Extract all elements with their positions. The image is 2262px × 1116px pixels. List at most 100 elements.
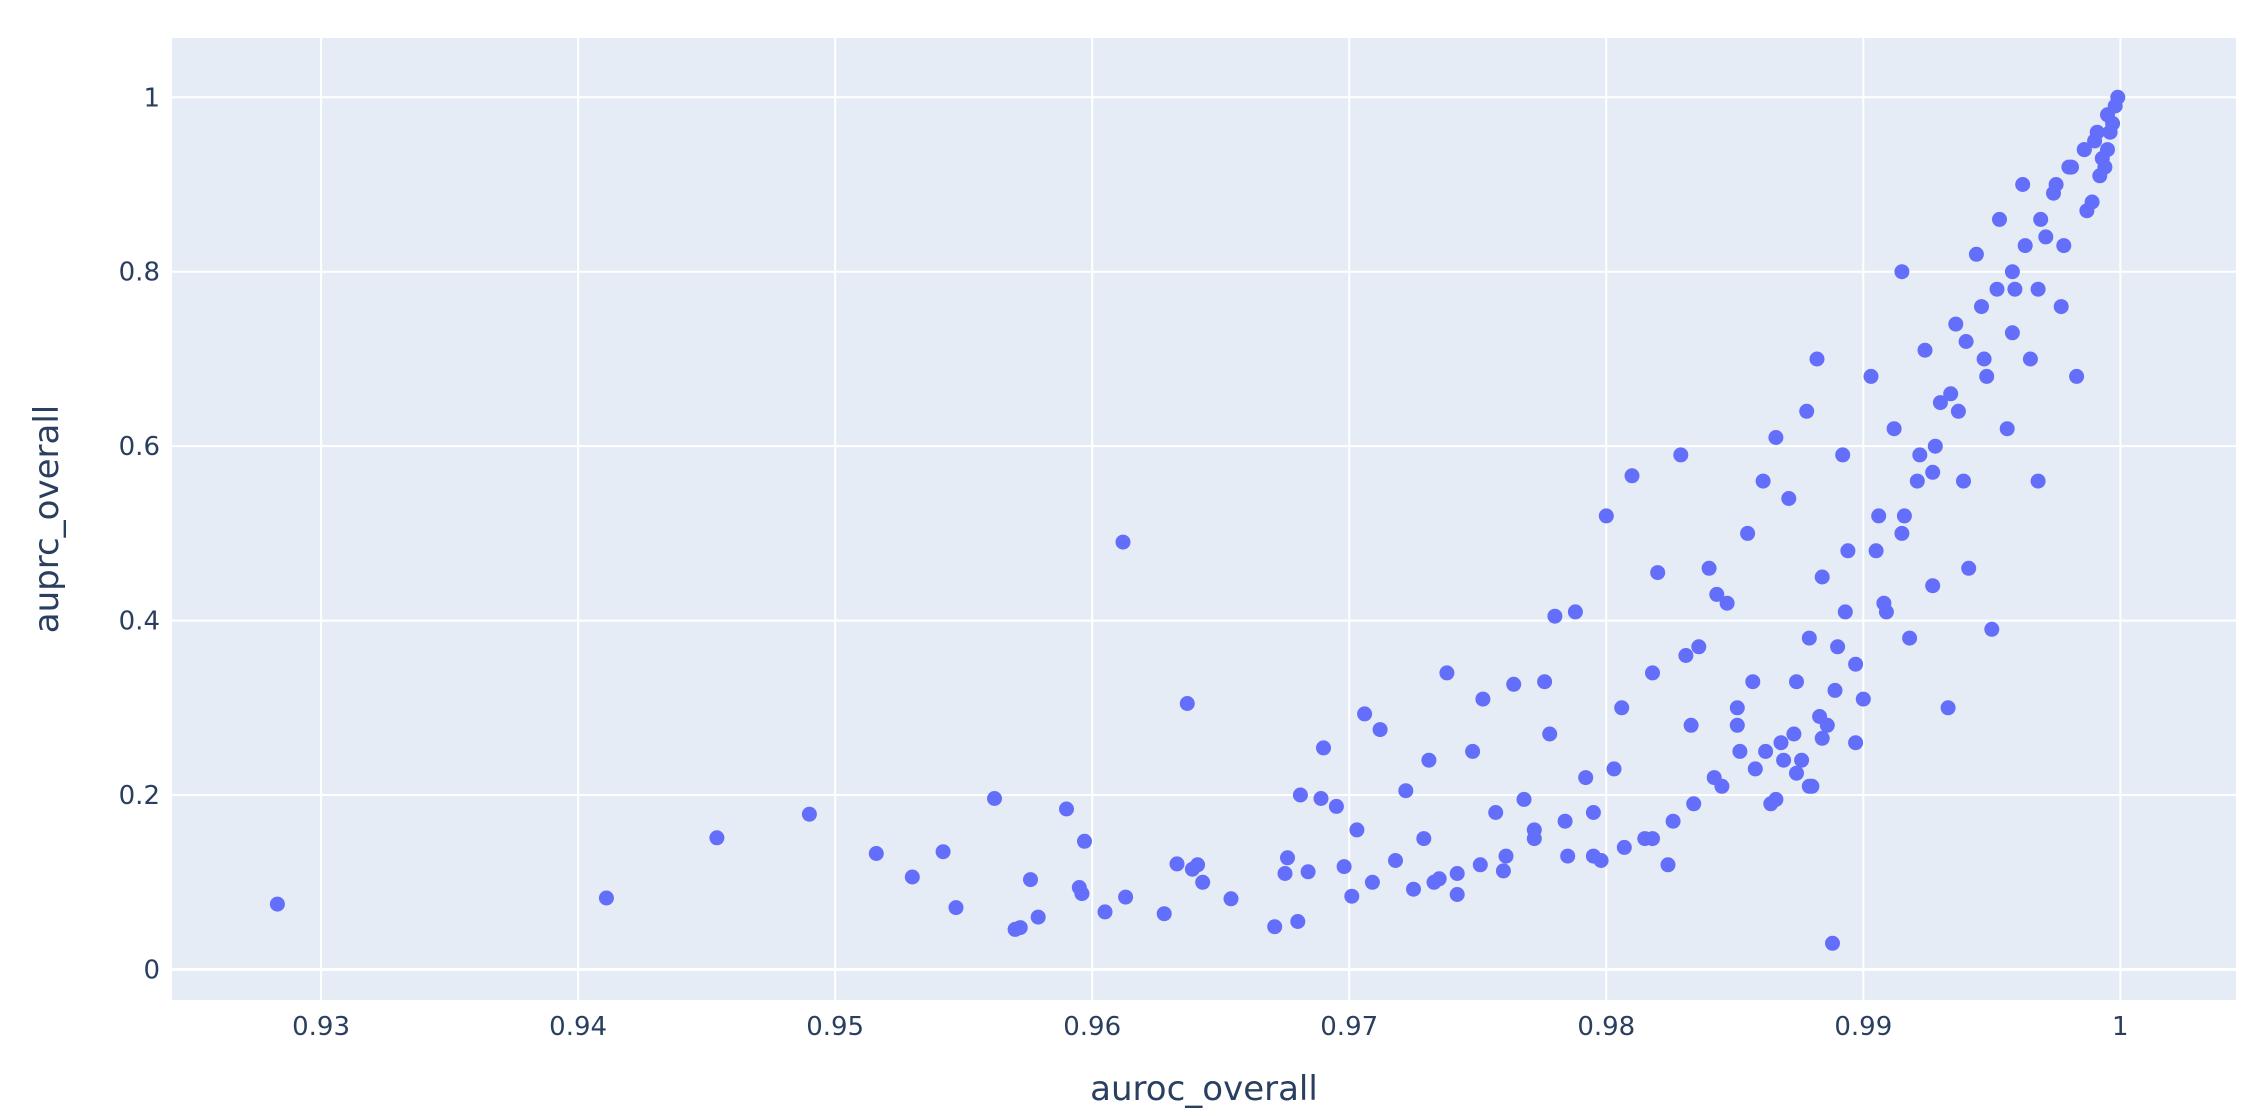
- scatter-point: [948, 900, 964, 916]
- scatter-point: [1616, 839, 1632, 855]
- scatter-point: [1156, 906, 1172, 922]
- x-tick-label: 0.95: [806, 1012, 864, 1042]
- scatter-point: [1645, 665, 1660, 681]
- scatter-point: [2017, 238, 2033, 254]
- scatter-point: [904, 869, 920, 885]
- scatter-point: [1097, 904, 1113, 920]
- scatter-point: [1526, 831, 1542, 847]
- scatter-point: [1372, 722, 1388, 738]
- scatter-point: [1421, 752, 1437, 768]
- scatter-point: [1830, 639, 1846, 655]
- scatter-point: [2048, 177, 2064, 192]
- scatter-point: [1439, 665, 1455, 681]
- scatter-point: [1012, 920, 1028, 936]
- scatter-point: [1825, 935, 1840, 951]
- y-axis-ticks: 0 0.2 0.4 0.6 0.8 1: [119, 83, 160, 985]
- scatter-point: [1768, 430, 1784, 445]
- scatter-point: [1979, 368, 1995, 384]
- scatter-point: [1912, 447, 1928, 463]
- plot-background: [172, 38, 2236, 1000]
- y-tick-label: 0: [143, 955, 160, 985]
- scatter-point: [1902, 630, 1918, 646]
- scatter-point: [1516, 791, 1532, 807]
- scatter-point: [1948, 316, 1964, 332]
- scatter-point: [269, 896, 285, 912]
- scatter-point: [1958, 334, 1974, 349]
- scatter-point: [1827, 682, 1843, 698]
- scatter-point: [1848, 656, 1864, 672]
- scatter-point: [1475, 691, 1491, 707]
- scatter-point: [1472, 857, 1488, 873]
- scatter-point: [1814, 569, 1830, 585]
- scatter-point: [1917, 342, 1933, 358]
- x-axis-ticks: 0.93 0.94 0.95 0.96 0.97 0.98 0.99 1: [292, 1012, 2128, 1042]
- scatter-point: [1848, 735, 1864, 751]
- scatter-point: [1223, 891, 1239, 907]
- scatter-point: [1059, 801, 1074, 817]
- x-tick-label: 0.96: [1063, 1012, 1121, 1042]
- scatter-point: [1950, 403, 1966, 419]
- scatter-point: [1758, 743, 1774, 759]
- scatter-point: [1506, 676, 1522, 692]
- scatter-point: [2030, 473, 2046, 489]
- scatter-point: [2064, 159, 2079, 175]
- scatter-point: [987, 791, 1002, 806]
- scatter-point: [1547, 608, 1563, 624]
- scatter-point: [1999, 421, 2015, 437]
- scatter-point: [1077, 833, 1092, 849]
- scatter-point: [1406, 881, 1421, 897]
- scatter-point: [1956, 473, 1971, 489]
- y-tick-label: 1: [143, 83, 160, 113]
- scatter-point: [1195, 874, 1211, 890]
- scatter-point: [1292, 787, 1308, 803]
- data-points: [269, 89, 2126, 951]
- scatter-point: [1719, 595, 1735, 611]
- scatter-point: [1585, 848, 1601, 864]
- scatter-point: [1118, 889, 1134, 905]
- scatter-point: [1801, 778, 1817, 794]
- scatter-point: [1277, 866, 1293, 881]
- scatter-point: [2100, 142, 2115, 158]
- scatter-point: [1794, 752, 1810, 768]
- scatter-point: [1789, 674, 1804, 690]
- scatter-point: [1686, 796, 1702, 812]
- scatter-point: [1179, 696, 1195, 711]
- scatter-point: [2030, 281, 2046, 297]
- x-tick-label: 0.99: [1834, 1012, 1892, 1042]
- scatter-point: [1115, 534, 1131, 550]
- scatter-point: [1336, 859, 1352, 875]
- scatter-point: [1416, 831, 1432, 847]
- scatter-point: [1786, 726, 1802, 742]
- scatter-point: [2053, 299, 2069, 315]
- scatter-point: [1578, 770, 1594, 786]
- scatter-point: [1364, 874, 1380, 890]
- grid-lines: [172, 38, 2236, 1000]
- scatter-point: [1909, 473, 1925, 489]
- scatter-point: [1709, 586, 1725, 602]
- scatter-point: [1943, 386, 1959, 402]
- scatter-point: [1781, 491, 1797, 506]
- scatter-point: [1316, 740, 1331, 756]
- x-tick-label: 0.98: [1577, 1012, 1635, 1042]
- scatter-point: [1868, 543, 1884, 559]
- scatter-point: [1809, 351, 1825, 367]
- scatter-point: [1992, 211, 2007, 227]
- scatter-point: [1932, 395, 1948, 411]
- scatter-point: [709, 830, 725, 846]
- y-tick-label: 0.2: [119, 781, 160, 811]
- scatter-point: [1665, 813, 1681, 829]
- scatter-point: [1488, 805, 1504, 820]
- scatter-point: [1660, 857, 1676, 873]
- scatter-point: [1871, 508, 1887, 524]
- scatter-point: [1961, 560, 1977, 576]
- scatter-point: [1768, 791, 1784, 807]
- scatter-point: [1280, 850, 1295, 866]
- y-tick-label: 0.8: [119, 258, 160, 288]
- scatter-point: [1357, 706, 1373, 722]
- scatter-point: [935, 844, 951, 860]
- scatter-point: [1989, 281, 2005, 297]
- y-tick-label: 0.4: [119, 607, 160, 637]
- scatter-point: [1678, 648, 1694, 663]
- scatter-point: [1968, 246, 1984, 262]
- scatter-point: [1876, 595, 1892, 611]
